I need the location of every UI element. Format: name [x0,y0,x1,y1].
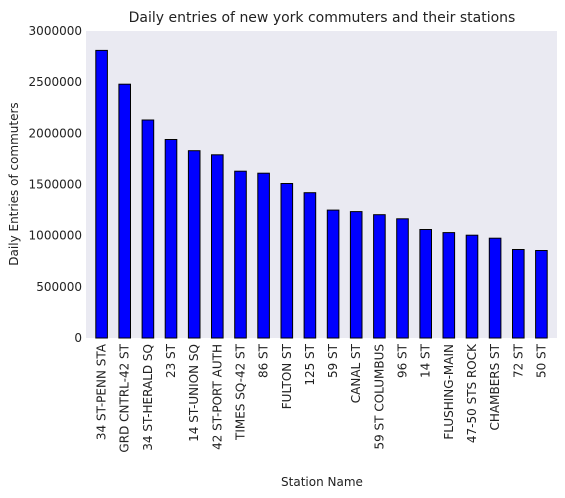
bar [187,150,201,339]
x-tick-label: 86 ST [257,343,271,378]
bar [303,192,317,339]
bar [373,214,386,339]
bar [465,234,479,339]
x-tick-label: TIMES SQ-42 ST [234,343,248,441]
y-axis-label: Daily Entries of commuters [7,102,21,265]
chart-title: Daily entries of new york commuters and … [129,10,516,26]
y-tick-label: 1000000 [29,229,82,243]
bar [442,232,456,339]
bar [141,119,155,339]
y-tick-labels: 0 500000 1000000 1500000 2000000 2500000 30000… [29,24,82,345]
x-axis-label: Station Name [281,475,363,489]
x-tick-label: 34 ST-HERALD SQ [141,344,155,451]
x-tick-label: CHAMBERS ST [488,343,502,430]
x-tick-label: 96 ST [396,343,410,378]
x-tick-label: 23 ST [164,343,178,378]
x-tick-label: 34 ST-PENN STA [95,343,109,440]
y-tick-label: 500000 [36,280,82,294]
y-tick-label: 2000000 [29,126,82,140]
x-tick-label: 125 ST [303,343,317,385]
x-tick-label: 14 ST-UNION SQ [187,344,201,442]
bar [118,83,132,339]
x-tick-label: 59 ST [326,343,340,378]
x-tick-label: 14 ST [419,343,433,378]
bar [326,209,340,339]
bar [488,237,502,339]
bar [211,154,224,339]
bar [349,211,363,339]
x-tick-label: FLUSHING-MAIN [442,344,456,440]
bar [234,170,247,339]
x-tick-labels: 34 ST-PENN STA GRD CNTRL-42 ST 34 ST-HERAL… [95,343,549,453]
x-tick-label: CANAL ST [349,343,363,403]
bar [512,249,525,339]
x-tick-label: 72 ST [511,343,525,378]
y-tick-label: 2500000 [29,75,82,89]
bar [396,218,409,339]
x-tick-label: 42 ST-PORT AUTH [210,344,224,450]
bar [164,139,178,339]
x-tick-label: 50 ST [534,343,548,378]
bar [95,49,108,339]
y-tick-label: 0 [74,331,82,345]
y-tick-label: 1500000 [29,178,82,192]
bar [257,172,270,339]
bar [419,229,432,339]
bar [280,183,294,339]
bars [95,49,548,339]
x-tick-label: 59 ST COLUMBUS [372,344,386,450]
y-tick-label: 3000000 [29,24,82,38]
x-tick-label: GRD CNTRL-42 ST [118,343,132,452]
plot-area [86,31,557,338]
x-tick-label: FULTON ST [280,343,294,409]
x-tick-label: 47-50 STS ROCK [465,343,479,443]
bar [535,250,548,339]
